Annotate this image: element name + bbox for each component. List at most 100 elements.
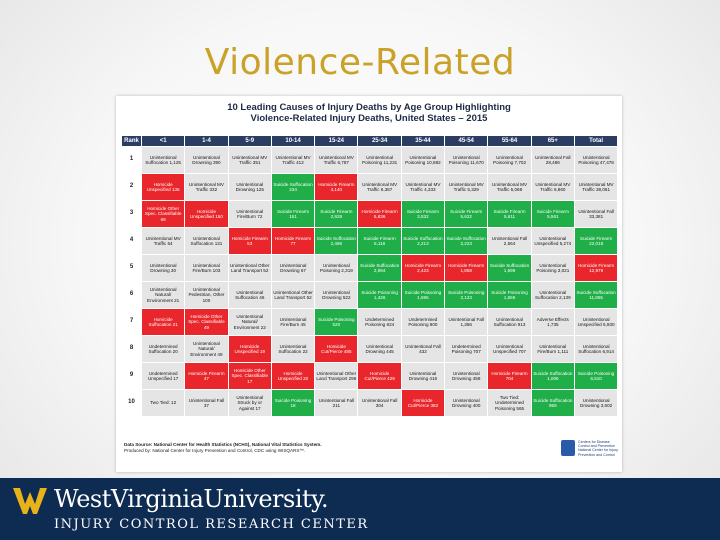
cause-cell: Unintentional Poisoning 10,882 [400, 146, 446, 174]
cause-cell: Unintentional Other Land Transport 52 [270, 281, 316, 309]
cause-cell: Suicide Suffocation 234 [270, 173, 316, 201]
cause-cell: Suicide Firearm 151 [270, 200, 316, 228]
table-row: 5 Unintentional Drowning 30 Unintentional … [121, 254, 619, 282]
figure-title: 10 Leading Causes of Injury Deaths by Ag… [116, 96, 622, 124]
cause-cell: Homicide Firearm 47 [184, 362, 229, 390]
cause-cell: Suicide Suffocation 1,005 [530, 362, 575, 390]
cause-cell: Unintentional Natural/ Environment 22 [227, 308, 272, 336]
cause-cell: Unintentional Struck by or Against 17 [227, 389, 272, 417]
cause-cell: Unintentional Poisoning 47,478 [573, 146, 619, 174]
cause-cell: Unintentional Suffocation 6,914 [573, 335, 619, 363]
cause-cell: Unintentional MV Traffic 64 [140, 227, 186, 255]
cause-cell: Unintentional Fire/Burn 45 [270, 308, 316, 336]
cause-cell: Unintentional Suffocation 131 [184, 227, 229, 255]
cause-cell: Suicide Firearm 5,116 [357, 227, 402, 255]
column-header: 45-54 [444, 135, 489, 147]
cause-cell: Unintentional Unspecified 707 [487, 335, 532, 363]
cause-cell: Undetermined Poisoning 800 [400, 308, 446, 336]
cause-cell: Unintentional Fall 304 [357, 389, 402, 417]
cause-cell: Homicide Firearm 2,423 [400, 254, 446, 282]
table-row: 1 Unintentional Suffocation 1,125 Unintent… [121, 146, 619, 174]
cause-cell: Homicide Firearm 12,979 [573, 254, 619, 282]
cause-cell: Homicide Cut/Pierce 485 [314, 335, 359, 363]
cause-cell: Homicide Other Spec. Classifiable 17 [227, 362, 272, 390]
cause-cell: Suicide Firearm 2,928 [314, 200, 359, 228]
cause-cell: Unintentional Other Land Transport 296 [314, 362, 359, 390]
injury-causes-table: Rank <1 1-4 5-9 10-14 15-24 25-34 35-44 45-54 55-… [121, 135, 619, 417]
cause-cell: Unintentional Fire/Burn 1,111 [530, 335, 575, 363]
cause-cell: Unintentional Drowning 458 [444, 362, 489, 390]
cause-cell: Suicide Suffocation 11,855 [573, 281, 619, 309]
column-header: 15-24 [314, 135, 359, 147]
cause-cell: Unintentional MV Traffic 4,333 [400, 173, 446, 201]
cause-cell: Unintentional MV Traffic 351 [227, 146, 272, 174]
cause-cell: Suicide Firearm 3,532 [400, 200, 446, 228]
cause-cell: Unintentional Drowning 67 [270, 254, 316, 282]
cause-cell: Unintentional Drowning 390 [184, 146, 229, 174]
injury-table-figure: 10 Leading Causes of Injury Deaths by Ag… [116, 96, 622, 472]
rank-cell: 5 [121, 254, 142, 282]
cause-cell: Unintentional Fall 2,564 [487, 227, 532, 255]
cause-cell: Homicide Other Spec. Classifiable 69 [140, 200, 186, 228]
column-header: 65+ [530, 135, 575, 147]
cause-cell: Homicide Firearm 704 [487, 362, 532, 390]
cause-cell: Unintentional MV Traffic 5,068 [487, 173, 532, 201]
rank-cell: 1 [121, 146, 142, 174]
data-source-note: Data Source: National Center for Health … [124, 442, 454, 454]
cause-cell: Homicide Firearm 77 [270, 227, 316, 255]
cause-cell: Unintentional MV Traffic 5,329 [444, 173, 489, 201]
cause-cell: Two Tied: Undetermined Poisoning 565 [487, 389, 532, 417]
cause-cell: Suicide Firearm 5,622 [444, 200, 489, 228]
column-header: Total [573, 135, 619, 147]
cause-cell: Homicide Cut/Pierce 429 [357, 362, 402, 390]
cause-cell: Unintentional Poisoning 7,702 [487, 146, 532, 174]
rank-cell: 6 [121, 281, 142, 309]
cause-cell: Two Tied: 12 [140, 389, 186, 417]
cause-cell: Unintentional Fall 33,381 [573, 200, 619, 228]
cause-cell: Suicide Suffocation 2,894 [357, 254, 402, 282]
table-row: 4 Unintentional MV Traffic 64 Unintentiona… [121, 227, 619, 255]
cause-cell: Unintentional Fire/Burn 103 [184, 254, 229, 282]
table-row: 6 Unintentional Natural/ Environment 21 Un… [121, 281, 619, 309]
cause-cell: Homicide Unspecified 19 [227, 335, 272, 363]
cause-cell: Undetermined Suffocation 20 [140, 335, 186, 363]
rank-cell: 3 [121, 200, 142, 228]
cause-cell: Suicide Suffocation 2,213 [400, 227, 446, 255]
source-line: Data Source: National Center for Health … [124, 442, 322, 447]
cause-cell: Unintentional Drowning 445 [357, 335, 402, 363]
cause-cell: Unintentional Fall 1,356 [444, 308, 489, 336]
cause-cell: Suicide Suffocation 2,223 [444, 227, 489, 255]
cdc-logo-icon [561, 440, 575, 456]
cdc-logo-text: Centers for Disease Control and Preventi… [578, 440, 618, 457]
cause-cell: Suicide Suffocation 1,599 [487, 254, 532, 282]
cause-cell: Undetermined Poisoning 707 [444, 335, 489, 363]
cause-cell: Unintentional Poisoning 3,021 [530, 254, 575, 282]
cause-cell: Suicide Firearm 22,018 [573, 227, 619, 255]
rank-cell: 2 [121, 173, 142, 201]
cause-cell: Unintentional Unspecified 5,274 [530, 227, 575, 255]
cause-cell: Homicide Firearm 53 [227, 227, 272, 255]
rank-cell: 8 [121, 335, 142, 363]
rank-cell: 4 [121, 227, 142, 255]
cause-cell: Homicide Firearm 5,836 [357, 200, 402, 228]
cause-cell: Unintentional Fall 432 [400, 335, 446, 363]
cause-cell: Unintentional Drowning 30 [140, 254, 186, 282]
rank-cell: 10 [121, 389, 142, 417]
cause-cell: Suicide Poisoning 520 [314, 308, 359, 336]
figure-title-line2: Violence-Related Injury Deaths, United S… [250, 113, 488, 124]
cause-cell: Homicide Cut/Pierce 382 [400, 389, 446, 417]
cause-cell: Suicide Poisoning 1,595 [400, 281, 446, 309]
cause-cell: Unintentional Fall 28,486 [530, 146, 575, 174]
cause-cell: Homicide Unspecified 150 [184, 200, 229, 228]
column-header: 5-9 [227, 135, 272, 147]
cause-cell: Unintentional MV Traffic 412 [270, 146, 316, 174]
column-header: Rank [121, 135, 142, 147]
cause-cell: Unintentional Natural/ Environment 49 [184, 335, 229, 363]
cause-cell: Unintentional Poisoning 11,670 [444, 146, 489, 174]
research-center-name: INJURY CONTROL RESEARCH CENTER [54, 517, 369, 532]
slide-title: Violence-Related [204, 42, 516, 83]
column-header: 25-34 [357, 135, 402, 147]
cause-cell: Unintentional Suffocation 46 [227, 281, 272, 309]
cause-cell: Homicide Unspecified 136 [140, 173, 186, 201]
table-row: 2 Homicide Unspecified 136 Unintentional M… [121, 173, 619, 201]
